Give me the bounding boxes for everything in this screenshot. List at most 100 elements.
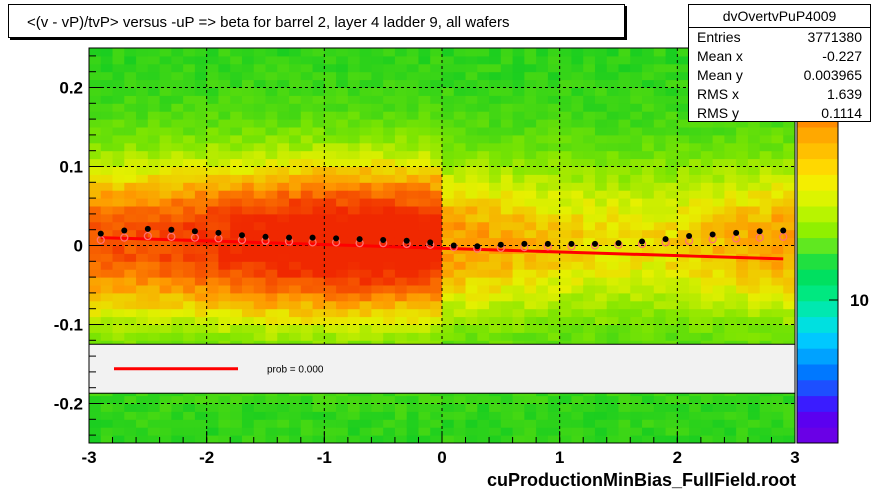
heatmap-cell [89, 237, 102, 246]
heatmap-cell [171, 71, 184, 81]
heatmap-cell [89, 71, 102, 81]
heatmap-cell [524, 300, 537, 310]
heatmap-cell [265, 79, 278, 88]
heatmap-cell [783, 245, 796, 254]
heatmap-cell [712, 198, 725, 207]
heatmap-cell [500, 427, 514, 436]
heatmap-cell [712, 395, 725, 404]
heatmap-cell [206, 411, 219, 420]
heatmap-cell [642, 48, 655, 57]
heatmap-cell [618, 427, 631, 436]
heatmap-cell [418, 427, 431, 436]
heatmap-cell [642, 206, 655, 215]
heatmap-cell [606, 87, 619, 96]
heatmap-cell [489, 261, 502, 270]
heatmap-cell [512, 87, 525, 96]
heatmap-cell [453, 127, 467, 136]
heatmap-cell [547, 206, 561, 215]
heatmap-cell [124, 261, 137, 270]
heatmap-cell [665, 292, 678, 302]
heatmap-cell [583, 395, 596, 404]
data-point-profile [167, 232, 176, 241]
heatmap-cell [277, 127, 290, 136]
heatmap-cell [218, 435, 231, 444]
heatmap-cell [524, 158, 537, 167]
heatmap-cell [477, 158, 490, 167]
heatmap-cell [89, 427, 102, 436]
heatmap-cell [606, 308, 619, 318]
heatmap-cell [642, 285, 655, 294]
heatmap-cell [606, 427, 619, 436]
data-point-mean [733, 229, 740, 236]
heatmap-cell [594, 269, 608, 278]
heatmap-cell [724, 435, 737, 444]
heatmap-cell [324, 435, 337, 444]
heatmap-cell [194, 71, 208, 81]
heatmap-cell [524, 190, 537, 199]
heatmap-cell [112, 142, 125, 152]
heatmap-cell [406, 103, 419, 112]
heatmap-cell [289, 237, 302, 246]
heatmap-cell [630, 229, 643, 239]
heatmap-cell [653, 119, 667, 128]
heatmap-cell [159, 174, 172, 183]
heatmap-cell [453, 213, 467, 223]
data-point-mean [521, 240, 528, 247]
heatmap-cell [324, 395, 337, 404]
heatmap-cell [524, 269, 537, 278]
heatmap-cell [312, 261, 325, 270]
heatmap-cell [618, 142, 631, 152]
heatmap-cell [665, 79, 678, 88]
heatmap-cell [430, 55, 443, 65]
heatmap-cell [383, 134, 396, 144]
heatmap-cell [724, 300, 737, 310]
heatmap-cell [771, 245, 784, 254]
heatmap-cell [394, 316, 408, 325]
heatmap-cell [277, 95, 290, 104]
heatmap-cell [112, 134, 125, 144]
data-point-mean [568, 240, 575, 247]
heatmap-cell [159, 269, 172, 278]
heatmap-cell [89, 119, 102, 128]
palette-band [797, 253, 838, 270]
heatmap-cell [89, 261, 102, 270]
heatmap-cell [724, 245, 737, 254]
heatmap-cell [183, 87, 196, 96]
heatmap-cell [136, 95, 149, 104]
heatmap-cell [312, 95, 325, 104]
heatmap-cell [771, 198, 784, 207]
heatmap-cell [241, 245, 255, 254]
heatmap-cell [265, 419, 278, 428]
heatmap-cell [665, 166, 678, 175]
heatmap-cell [312, 63, 325, 73]
heatmap-cell [277, 198, 290, 207]
heatmap-cell [100, 190, 114, 199]
heatmap-cell [183, 48, 196, 57]
heatmap-cell [724, 395, 737, 404]
heatmap-cell [477, 48, 490, 57]
heatmap-cell [312, 206, 325, 215]
footer-filename: cuProductionMinBias_FullField.root [487, 470, 797, 490]
heatmap-cell [477, 403, 490, 412]
heatmap-cell [700, 435, 714, 444]
heatmap-cell [583, 142, 596, 152]
heatmap-cell [253, 63, 266, 73]
heatmap-cell [500, 134, 514, 144]
heatmap-cell [630, 269, 643, 278]
heatmap-cell [500, 166, 514, 175]
heatmap-cell [89, 87, 102, 96]
data-point-mean [450, 242, 457, 249]
heatmap-cell [630, 134, 643, 144]
heatmap-cell [159, 79, 172, 88]
heatmap-cell [159, 292, 172, 302]
heatmap-cell [312, 332, 325, 341]
heatmap-cell [524, 316, 537, 325]
heatmap-cell [618, 48, 631, 57]
heatmap-cell [300, 403, 314, 412]
heatmap-cell [689, 206, 702, 215]
heatmap-cell [406, 134, 419, 144]
heatmap-cell [747, 237, 761, 246]
heatmap-cell [218, 403, 231, 412]
heatmap-cell [136, 221, 149, 231]
heatmap-cell [700, 332, 714, 341]
